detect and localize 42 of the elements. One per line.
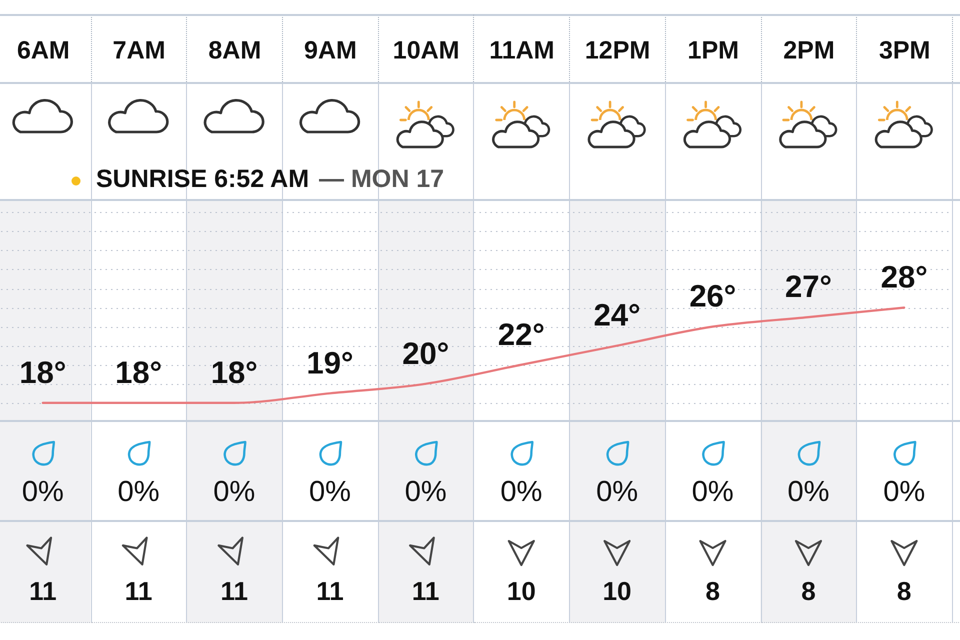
data-label: 0% xyxy=(787,476,830,508)
data-label: 0% xyxy=(883,476,926,508)
text: SUNRISE 6:52 AM xyxy=(96,165,310,193)
data-label: 24° xyxy=(594,298,640,333)
data-label: 11 xyxy=(124,576,152,606)
x-tick-label: 10AM xyxy=(392,36,460,64)
data-label: 8 xyxy=(896,576,912,606)
data-label: 8 xyxy=(706,576,720,606)
x-tick-label: 1PM xyxy=(688,36,739,64)
data-label: 18° xyxy=(19,354,66,390)
data-label: 0% xyxy=(692,476,734,508)
data-label: 27° xyxy=(785,269,832,304)
x-tick-label: 11AM xyxy=(489,36,555,64)
data-label: 26° xyxy=(689,278,736,314)
data-label: 11 xyxy=(29,576,57,606)
x-tick-label: 7AM xyxy=(112,36,166,64)
data-label: 0% xyxy=(118,476,160,508)
data-label: 18° xyxy=(115,354,162,390)
x-tick-label: 12PM xyxy=(584,36,650,64)
data-label: 11 xyxy=(412,576,440,606)
data-label: 0% xyxy=(500,476,542,508)
x-tick-label: 3PM xyxy=(878,36,930,64)
x-tick-label: 8AM xyxy=(208,36,262,64)
data-label: 28° xyxy=(880,260,928,295)
data-label: 10 xyxy=(506,576,536,606)
data-label: 10 xyxy=(602,576,632,606)
data-label: 0% xyxy=(22,476,64,508)
data-label: 8 xyxy=(801,576,816,606)
data-label: 0% xyxy=(213,476,256,508)
data-label: 20° xyxy=(402,336,450,371)
x-tick-label: 2PM xyxy=(783,36,835,64)
text: — MON 17 xyxy=(319,165,444,193)
data-label: 19° xyxy=(306,345,354,380)
data-label: 11 xyxy=(316,576,344,606)
data-label: 22° xyxy=(498,316,545,352)
x-tick-label: 6AM xyxy=(16,36,70,64)
data-label: 11 xyxy=(220,576,248,606)
data-label: 0% xyxy=(596,476,638,508)
data-label: 0% xyxy=(404,476,447,508)
x-tick-label: 9AM xyxy=(304,36,357,64)
data-label: 0% xyxy=(308,476,351,508)
data-label: 18° xyxy=(210,354,258,390)
